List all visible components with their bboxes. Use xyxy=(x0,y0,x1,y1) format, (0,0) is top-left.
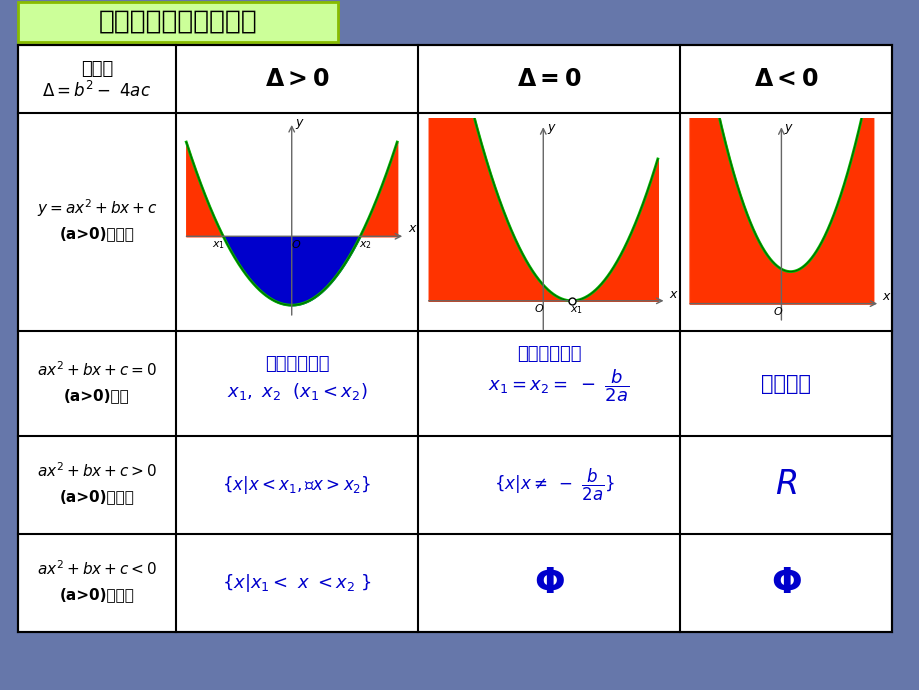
Text: (a>0)的解集: (a>0)的解集 xyxy=(60,587,134,602)
Text: $\{x|x<x_1,$或$x>x_2\}$: $\{x|x<x_1,$或$x>x_2\}$ xyxy=(222,474,371,496)
Text: $O$: $O$ xyxy=(290,237,301,250)
Text: $x_1=x_2=\ -\ \dfrac{b}{2a}$: $x_1=x_2=\ -\ \dfrac{b}{2a}$ xyxy=(488,367,629,404)
Text: $x$: $x$ xyxy=(668,288,678,301)
Text: $\{x|x_1<\ x\ <x_2\ \}$: $\{x|x_1<\ x\ <x_2\ \}$ xyxy=(221,572,371,594)
Text: $ax^2+bx+c>0$: $ax^2+bx+c>0$ xyxy=(37,462,157,480)
Text: 一元二次不等式的解法: 一元二次不等式的解法 xyxy=(98,9,257,35)
Text: $O$: $O$ xyxy=(772,305,782,317)
Text: $x$: $x$ xyxy=(881,290,891,304)
Text: $\boldsymbol{\Delta=0}$: $\boldsymbol{\Delta=0}$ xyxy=(516,67,581,91)
FancyBboxPatch shape xyxy=(18,45,891,632)
Text: $\boldsymbol{\Delta<0}$: $\boldsymbol{\Delta<0}$ xyxy=(753,67,817,91)
Text: $\boldsymbol{\Phi}$: $\boldsymbol{\Phi}$ xyxy=(533,566,564,600)
Text: 有两相异实根: 有两相异实根 xyxy=(265,355,329,373)
Text: 没有实根: 没有实根 xyxy=(760,373,811,393)
Text: $\boldsymbol{\Phi}$: $\boldsymbol{\Phi}$ xyxy=(770,566,800,600)
Text: $ax^2+bx+c=0$: $ax^2+bx+c=0$ xyxy=(37,360,157,379)
Text: (a>0)的图象: (a>0)的图象 xyxy=(60,226,134,242)
Text: (a>0)的解集: (a>0)的解集 xyxy=(60,489,134,504)
Text: (a>0)的根: (a>0)的根 xyxy=(64,388,130,403)
Text: 判别式: 判别式 xyxy=(81,60,113,78)
Text: $y=ax^2+bx+c$: $y=ax^2+bx+c$ xyxy=(37,197,157,219)
Text: $\boldsymbol{\Delta>0}$: $\boldsymbol{\Delta>0}$ xyxy=(265,67,329,91)
Text: $x_2$: $x_2$ xyxy=(358,239,371,251)
Text: $x_1$: $x_1$ xyxy=(570,304,583,316)
Text: $\boldsymbol{\mathit{R}}$: $\boldsymbol{\mathit{R}}$ xyxy=(774,469,796,502)
Text: $y$: $y$ xyxy=(546,121,556,136)
Text: $ax^2+bx+c<0$: $ax^2+bx+c<0$ xyxy=(37,560,157,578)
Text: $y$: $y$ xyxy=(783,122,793,136)
Text: $\{x|x\neq\ -\ \dfrac{b}{2a}\}$: $\{x|x\neq\ -\ \dfrac{b}{2a}\}$ xyxy=(494,467,614,503)
Text: $x$: $x$ xyxy=(407,222,417,235)
Text: $y$: $y$ xyxy=(295,117,305,131)
FancyBboxPatch shape xyxy=(18,2,337,42)
Text: $O$: $O$ xyxy=(533,302,543,314)
Text: $x_1$: $x_1$ xyxy=(212,239,225,251)
Text: $x_1,\ x_2\ \ (x_1<x_2)$: $x_1,\ x_2\ \ (x_1<x_2)$ xyxy=(226,381,367,402)
Text: $\Delta=b^2-\ 4ac$: $\Delta=b^2-\ 4ac$ xyxy=(42,81,152,101)
Text: 有两相等实根: 有两相等实根 xyxy=(516,344,581,362)
